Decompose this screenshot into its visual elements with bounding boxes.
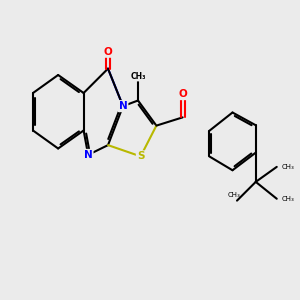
Text: N: N — [84, 150, 92, 160]
Text: CH₃: CH₃ — [281, 196, 294, 202]
Text: N: N — [118, 101, 127, 111]
Text: S: S — [137, 152, 144, 161]
Text: O: O — [103, 47, 112, 57]
Text: CH₃: CH₃ — [281, 164, 294, 170]
Text: O: O — [178, 89, 187, 99]
Text: CH₃: CH₃ — [130, 72, 146, 81]
Text: CH₃: CH₃ — [228, 192, 240, 198]
